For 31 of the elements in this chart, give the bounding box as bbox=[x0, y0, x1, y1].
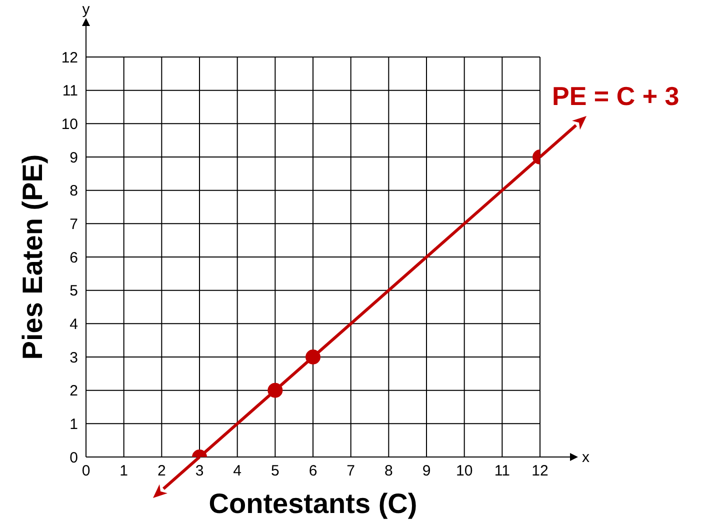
text: x bbox=[582, 449, 590, 466]
y-tick-label: 8 bbox=[70, 182, 78, 200]
x-tick-label: 1 bbox=[120, 462, 128, 480]
x-tick-label: 10 bbox=[456, 462, 473, 480]
x-tick-label: 2 bbox=[157, 462, 166, 480]
y-tick-label: 10 bbox=[61, 116, 78, 133]
x-tick-label: 3 bbox=[195, 462, 204, 480]
x-tick-label: 8 bbox=[384, 462, 393, 480]
x-tick-label: 12 bbox=[532, 462, 548, 480]
series-label: PE = C + 3 bbox=[552, 81, 680, 111]
text: y bbox=[82, 1, 90, 18]
x-tick-label: 0 bbox=[82, 462, 90, 480]
x-tick-label: 5 bbox=[270, 462, 280, 480]
x-axis-title: Contestants (C) bbox=[208, 488, 418, 519]
y-tick-label: 5 bbox=[70, 282, 78, 300]
y-tick-label: 11 bbox=[62, 82, 78, 100]
x-tick-label: 7 bbox=[346, 462, 356, 480]
y-axis-title: Pies Eaten (PE) bbox=[17, 154, 48, 360]
y-tick-label: 4 bbox=[70, 316, 78, 333]
y-tick-label: 0 bbox=[70, 449, 78, 466]
x-tick-label: 4 bbox=[233, 462, 242, 480]
y-tick-label: 1 bbox=[70, 416, 78, 433]
x-tick-label: 11 bbox=[494, 462, 510, 480]
y-tick-label: 6 bbox=[70, 249, 78, 266]
y-tick-label: 3 bbox=[70, 349, 78, 366]
x-tick-label: 9 bbox=[422, 462, 431, 480]
y-tick-label: 7 bbox=[70, 216, 78, 233]
y-tick-label: 12 bbox=[61, 49, 78, 66]
x-tick-label: 6 bbox=[308, 462, 318, 480]
y-tick-label: 2 bbox=[70, 382, 78, 400]
y-tick-label: 9 bbox=[70, 149, 78, 166]
